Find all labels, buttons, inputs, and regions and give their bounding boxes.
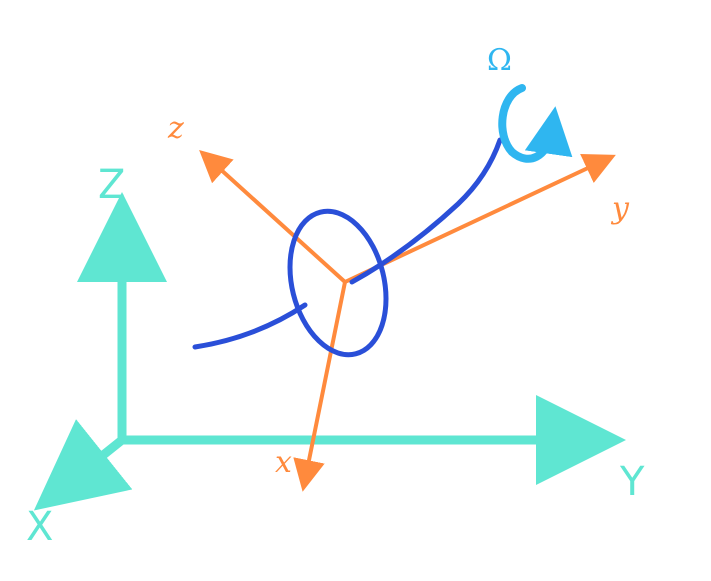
omega-label: Ω	[487, 43, 512, 78]
body-x-label: x	[275, 445, 292, 480]
body-ring	[287, 208, 389, 358]
world-z-label: Z	[98, 162, 125, 208]
world-frame: Z Y X	[26, 162, 645, 550]
angular-velocity: Ω	[487, 43, 573, 163]
body-z-label: z	[167, 111, 184, 146]
world-y-label: Y	[619, 459, 645, 505]
body-x-axis	[293, 280, 347, 492]
world-x-label: X	[26, 504, 53, 550]
curved-rotation-arrow-icon	[498, 84, 573, 163]
world-x-axis	[33, 419, 133, 511]
body-frame: z y x	[167, 111, 630, 492]
body-z-axis	[199, 149, 347, 284]
body-y-label: y	[610, 191, 630, 226]
rigid-body	[192, 137, 503, 358]
body-rod	[192, 137, 503, 350]
